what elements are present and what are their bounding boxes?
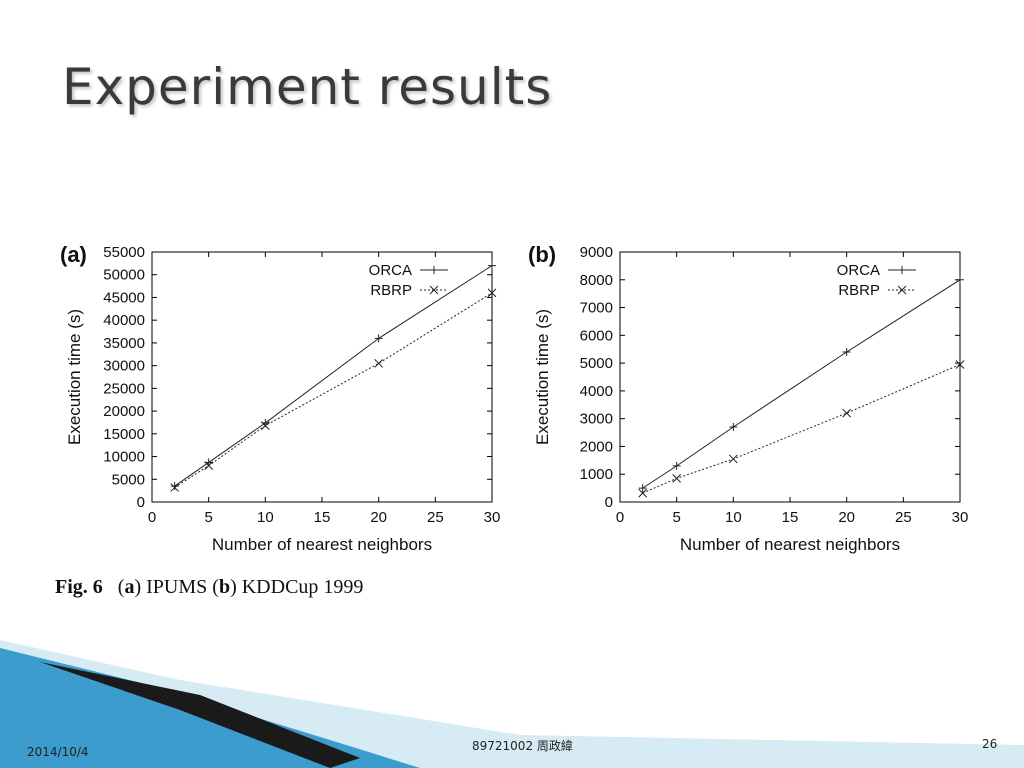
chart-a-series-rbrp-point bbox=[260, 421, 270, 430]
caption-a-text: IPUMS bbox=[146, 576, 208, 598]
chart-b-series-rbrp-line bbox=[642, 364, 961, 494]
chart-a-legend-label-rbrp: RBRP bbox=[370, 282, 412, 299]
chart-a-y-tick-label: 35000 bbox=[103, 335, 145, 352]
chart-a-y-tick-label: 40000 bbox=[103, 312, 145, 329]
caption-a-label: a bbox=[124, 576, 135, 598]
chart-b-x-tick-label: 25 bbox=[895, 509, 912, 526]
chart-b-series-rbrp-point bbox=[672, 474, 682, 483]
chart-b-y-tick-label: 8000 bbox=[580, 272, 613, 289]
footer-author: 89721002 周政緯 bbox=[472, 739, 573, 753]
chart-b-y-tick-label: 6000 bbox=[580, 327, 613, 344]
chart-b-x-tick-label: 30 bbox=[952, 509, 969, 526]
chart-b-series-rbrp-point bbox=[842, 408, 852, 418]
chart-b-y-tick-label: 0 bbox=[605, 494, 613, 511]
caption-b-text: KDDCup 1999 bbox=[241, 576, 364, 598]
chart-a-y-axis-label: Execution time (s) bbox=[65, 309, 84, 445]
footer-date: 2014/10/4 bbox=[27, 745, 89, 759]
decorative-swoosh bbox=[0, 640, 1024, 768]
chart-a-x-axis-label: Number of nearest neighbors bbox=[212, 535, 432, 554]
chart-a-y-tick-label: 10000 bbox=[103, 449, 145, 466]
chart-b-svg: (b) 0 5 10 15 20 25 30 0 1000 2000 3000 4000 5000 6000… bbox=[528, 242, 969, 554]
chart-b-y-tick-label: 4000 bbox=[580, 383, 613, 400]
chart-b-x-tick-label: 5 bbox=[672, 509, 680, 526]
chart-a-x-tick-label: 20 bbox=[370, 509, 387, 526]
chart-b-panel-label: (b) bbox=[528, 242, 556, 267]
chart-b-x-tick-label: 20 bbox=[838, 509, 855, 526]
chart-b-y-tick-label: 9000 bbox=[580, 244, 613, 261]
chart-a-series-orca-line bbox=[174, 265, 493, 487]
chart-a-series-rbrp-point bbox=[374, 359, 384, 368]
chart-a-y-tick-label: 45000 bbox=[103, 289, 145, 306]
chart-a-legend-marker-rbrp bbox=[429, 285, 439, 295]
chart-b-x-tick-label: 10 bbox=[725, 509, 742, 526]
caption-b-label: b bbox=[218, 576, 231, 598]
chart-a-svg: (a) 0 5 10 15 20 25 30 0 5000 10000 15000 20000 25000… bbox=[60, 242, 501, 554]
chart-b-series-rbrp-point bbox=[955, 360, 965, 369]
chart-a-x-tick-label: 15 bbox=[314, 509, 331, 526]
caption-fig-label: Fig. 6 bbox=[55, 576, 103, 598]
chart-a-series-rbrp-point bbox=[170, 483, 180, 492]
chart-a-series-rbrp-point bbox=[204, 461, 214, 470]
chart-b-y-tick-label: 7000 bbox=[580, 300, 613, 317]
chart-a: (a) 0 5 10 15 20 25 30 0 5000 10000 15000 20000 25000… bbox=[52, 232, 512, 566]
chart-a-series-rbrp-line bbox=[174, 292, 493, 488]
chart-b-x-tick-label: 0 bbox=[616, 509, 624, 526]
chart-b-x-tick-label: 15 bbox=[782, 509, 799, 526]
chart-a-legend-label-orca: ORCA bbox=[369, 262, 412, 279]
chart-a-series-rbrp-point bbox=[487, 288, 497, 298]
chart-a-x-tick-label: 10 bbox=[257, 509, 274, 526]
chart-b-series-orca-line bbox=[642, 279, 961, 489]
chart-a-y-tick-label: 30000 bbox=[103, 358, 145, 375]
chart-b-y-tick-label: 3000 bbox=[580, 411, 613, 428]
chart-b-legend-label-orca: ORCA bbox=[837, 262, 880, 279]
chart-b-series-rbrp-point bbox=[638, 488, 648, 498]
swoosh-dark bbox=[40, 662, 360, 768]
chart-b-legend-label-rbrp: RBRP bbox=[838, 282, 880, 299]
footer-page-number: 26 bbox=[982, 737, 998, 751]
chart-a-x-tick-label: 5 bbox=[204, 509, 212, 526]
chart-b-y-tick-label: 2000 bbox=[580, 438, 613, 455]
chart-a-y-tick-label: 0 bbox=[137, 494, 145, 511]
chart-a-y-tick-label: 15000 bbox=[103, 426, 145, 443]
chart-b-y-tick-label: 1000 bbox=[580, 466, 613, 483]
chart-b-y-axis-label: Execution time (s) bbox=[533, 309, 552, 445]
chart-a-y-tick-label: 5000 bbox=[112, 471, 145, 488]
chart-b-y-tick-label: 5000 bbox=[580, 355, 613, 372]
chart-a-y-tick-label: 25000 bbox=[103, 380, 145, 397]
chart-a-x-tick-label: 0 bbox=[148, 509, 156, 526]
chart-b: (b) 0 5 10 15 20 25 30 0 1000 2000 3000 4000 5000 6000… bbox=[520, 232, 980, 566]
chart-a-y-tick-label: 55000 bbox=[103, 244, 145, 261]
chart-a-panel-label: (a) bbox=[60, 242, 87, 267]
figure-caption: Fig. 6 (a) IPUMS (b) KDDCup 1999 bbox=[55, 576, 364, 598]
chart-a-y-tick-label: 20000 bbox=[103, 403, 145, 420]
chart-b-x-axis-label: Number of nearest neighbors bbox=[680, 535, 900, 554]
slide-title: Experiment results bbox=[62, 58, 553, 116]
chart-a-x-tick-label: 30 bbox=[484, 509, 501, 526]
chart-b-series-rbrp-point bbox=[728, 454, 738, 464]
chart-a-y-tick-label: 50000 bbox=[103, 267, 145, 284]
chart-a-x-tick-label: 25 bbox=[427, 509, 444, 526]
chart-b-legend-marker-rbrp bbox=[897, 285, 907, 295]
